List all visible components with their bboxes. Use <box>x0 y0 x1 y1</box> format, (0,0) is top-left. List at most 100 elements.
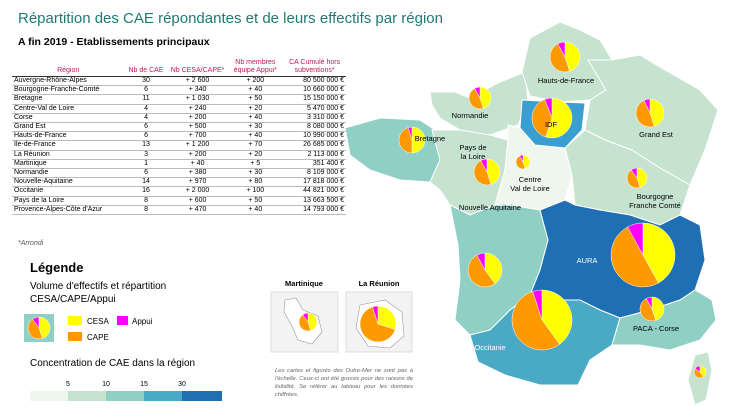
table-cell: + 2 600 <box>167 76 228 87</box>
pie-wedge <box>694 365 701 373</box>
table-cell: Pays de la Loire <box>12 196 125 206</box>
table-cell: + 700 <box>167 131 228 142</box>
table-cell: + 50 <box>227 94 284 105</box>
table-cell: La Réunion <box>12 150 125 160</box>
pie-wedge <box>359 306 396 343</box>
table-cell: + 70 <box>227 140 284 151</box>
scale-step <box>182 391 222 401</box>
region-label: Normandie <box>452 111 489 120</box>
pie-wedge <box>564 41 581 72</box>
table-cell: 11 <box>124 94 168 105</box>
table-cell: 13 663 500 € <box>283 196 346 206</box>
scale-step <box>68 391 106 401</box>
region-label: IDF <box>545 120 558 129</box>
pie-wedge <box>642 222 676 284</box>
pie-wedge <box>484 252 503 285</box>
table-cell: 80 500 000 € <box>283 76 346 87</box>
region-label: Occitanie <box>474 343 505 352</box>
table-cell: + 380 <box>167 168 228 179</box>
pie-wedge <box>649 98 665 127</box>
table-header: Région <box>57 67 80 74</box>
pie-wedge <box>307 312 318 331</box>
table-cell: 4 <box>124 113 168 124</box>
pie-wedge <box>372 305 379 325</box>
pie-wedge <box>302 312 309 323</box>
region-label: Hauts-de-France <box>538 76 594 85</box>
table-cell: Nouvelle-Aquitaine <box>12 177 125 188</box>
region-label: Nouvelle Aquitaine <box>459 203 521 212</box>
table-row: Grand Est 6 + 500 + 30 8 080 000 € <box>12 122 346 133</box>
legend-label: CESA <box>87 317 109 326</box>
scale-label: 10 <box>102 381 110 388</box>
table-cell: + 80 <box>227 177 284 188</box>
table-cell: 351 400 € <box>283 159 346 170</box>
pie-wedge <box>645 296 653 310</box>
table-cell: + 5 <box>227 159 284 170</box>
pie-wedge <box>627 222 644 256</box>
legend-label: Appui <box>132 317 153 326</box>
legend-volume: Volume d'effectifs et répartition <box>30 281 167 292</box>
table-row: Auvergne-Rhône-Alpes 30 + 2 600 + 200 80 500… <box>12 76 346 87</box>
region-label: Bretagne <box>415 134 445 143</box>
table-cell: + 200 <box>167 113 228 124</box>
scale-step <box>106 391 144 401</box>
table-cell: Bourgogne-Franche-Comté <box>12 85 125 96</box>
scale-step <box>30 391 68 401</box>
table-cell: 5 470 000 € <box>283 104 346 114</box>
footnote: *Arrondi <box>18 240 44 247</box>
table-cell: Centre-Val de Loire <box>12 104 125 114</box>
table-cell: 8 109 000 € <box>283 168 346 179</box>
table-cell: 8 080 000 € <box>283 122 346 133</box>
region-label: Grand Est <box>639 130 674 139</box>
table-cell: 8 <box>124 205 168 216</box>
table-row: Bretagne 11 + 1 030 + 50 15 150 000 € <box>12 94 346 105</box>
table-row: Normandie 6 + 380 + 30 8 109 000 € <box>12 168 346 179</box>
pie-wedge <box>626 169 641 189</box>
table-cell: 14 793 000 € <box>283 205 346 216</box>
scale-label: 15 <box>140 381 148 388</box>
table-cell: + 240 <box>167 104 228 114</box>
pie-wedge <box>480 158 488 173</box>
pie-wedge <box>544 97 553 119</box>
table-cell: Ile-de-France <box>12 140 125 151</box>
table-cell: 6 <box>124 85 168 96</box>
region-label: Bourgogne Franche Comté <box>629 192 681 210</box>
table-cell: 26 685 000 € <box>283 140 346 151</box>
table-cell: 3 <box>124 150 168 160</box>
legend-concentration: Concentration de CAE dans la région <box>30 358 196 369</box>
inset-title: Martinique <box>285 279 323 288</box>
pie-wedge <box>476 252 486 271</box>
table-cell: 16 <box>124 186 168 197</box>
table-cell: Grand Est <box>12 122 125 133</box>
pie-wedge <box>635 99 655 128</box>
pie-wedge <box>541 289 573 345</box>
table-row: Hauts-de-France 6 + 700 + 40 10 990 000 € <box>12 131 346 142</box>
pie-wedge <box>298 314 312 332</box>
table-row: La Réunion 3 + 200 + 20 2 113 000 € <box>12 150 346 160</box>
table-cell: Corse <box>12 113 125 124</box>
region-label: Pays de la Loire <box>459 143 486 161</box>
table-cell: Auvergne-Rhône-Alpes <box>12 76 125 87</box>
table-cell: Bretagne <box>12 94 125 105</box>
table-header: Nb CESA/CAPE* <box>170 67 225 74</box>
pie-wedge <box>639 298 657 322</box>
table-cell: 30 <box>124 76 168 87</box>
pie-wedge <box>515 155 526 170</box>
table-row: Provence-Alpes-Côte d'Azur 8 + 470 + 40 14 7… <box>12 205 346 216</box>
pie-wedge <box>398 127 413 154</box>
scale-label: 5 <box>66 381 70 388</box>
region <box>611 289 717 351</box>
table-row: Corse 4 + 200 + 40 3 310 000 € <box>12 113 346 124</box>
legend-key <box>117 316 128 325</box>
table-cell: + 40 <box>167 159 228 170</box>
table-cell: 13 <box>124 140 168 151</box>
scale-step <box>144 391 182 401</box>
table-cell: 4 <box>124 104 168 114</box>
pie-wedge <box>407 126 413 141</box>
table-header: Nb membres équipe Appui* <box>233 59 277 74</box>
pie-wedge <box>610 226 659 288</box>
region <box>687 351 713 406</box>
pie-wedge <box>32 316 40 329</box>
table-cell: + 970 <box>167 177 228 188</box>
